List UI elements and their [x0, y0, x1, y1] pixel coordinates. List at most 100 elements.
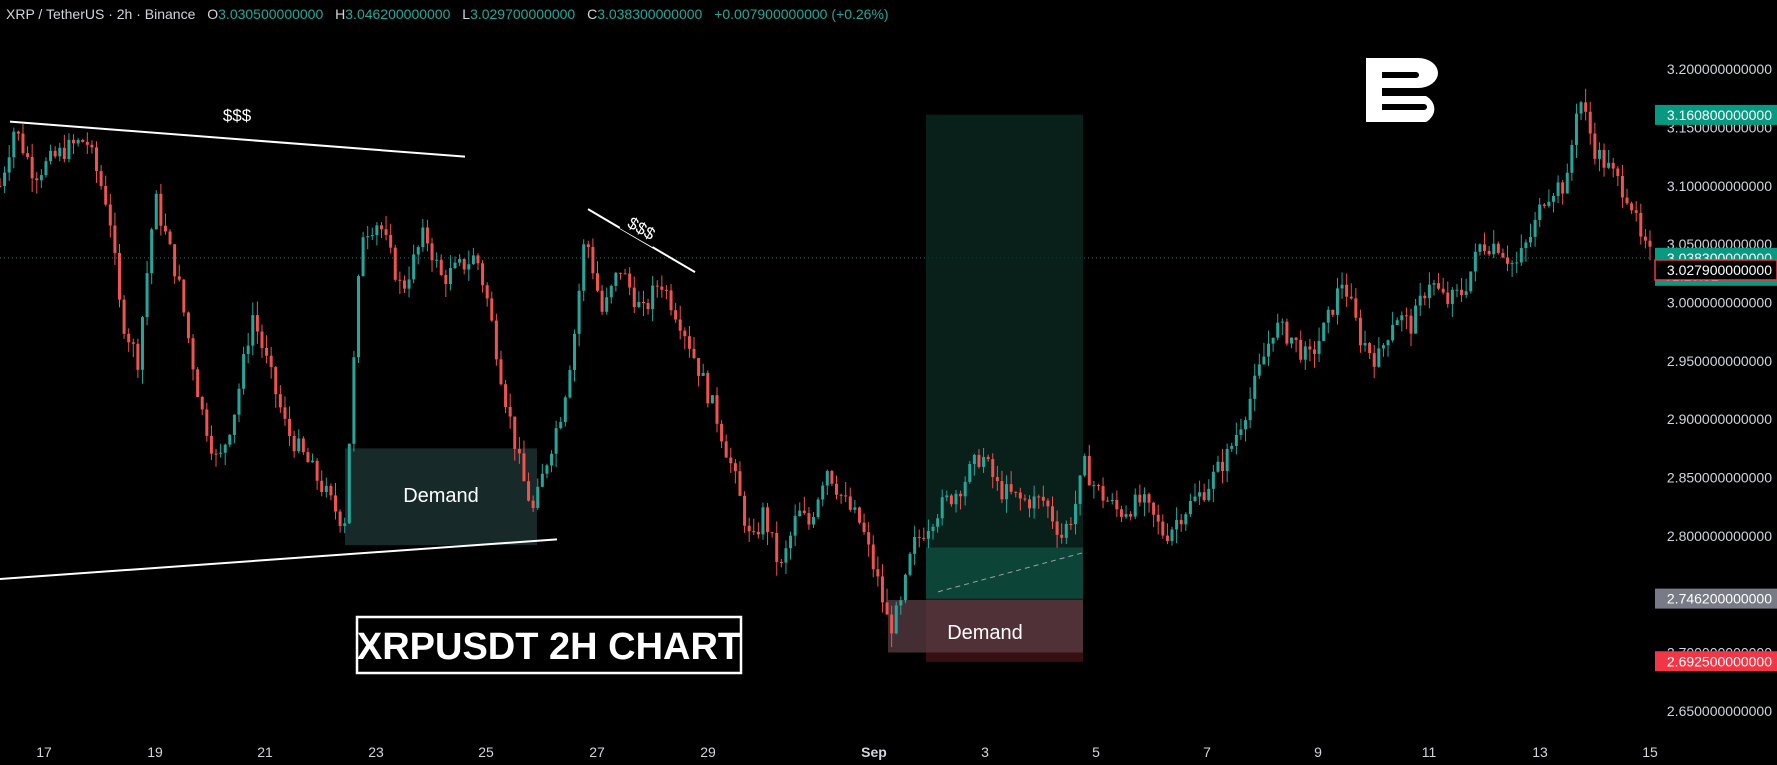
- candle-body: [540, 473, 544, 487]
- candle-body: [527, 481, 531, 501]
- chart-title-box: [355, 615, 743, 675]
- candle-body: [885, 602, 889, 615]
- candle-body: [1579, 102, 1583, 114]
- candle-body: [173, 244, 177, 277]
- candle-body: [182, 279, 186, 313]
- candle-body: [775, 533, 779, 562]
- candle-body: [821, 485, 825, 500]
- candle-body: [1096, 485, 1100, 487]
- candle-body: [609, 285, 613, 298]
- candle-body: [1046, 500, 1050, 507]
- candle-body: [95, 147, 99, 172]
- candle-body: [320, 480, 324, 493]
- candle-body: [140, 317, 144, 370]
- candle-body: [1101, 486, 1105, 501]
- candle-body: [1602, 149, 1606, 168]
- candle-body: [655, 285, 659, 287]
- candle-body: [251, 315, 255, 346]
- candle-body: [301, 438, 305, 453]
- candle-body: [334, 495, 338, 512]
- candle-body: [219, 452, 223, 454]
- candle-body: [724, 441, 728, 458]
- candle-body: [586, 244, 590, 248]
- candle-body: [494, 320, 498, 360]
- candle-body: [1078, 475, 1082, 504]
- candle-body: [857, 507, 861, 523]
- candle-body: [1409, 315, 1413, 334]
- candle-body: [379, 225, 383, 230]
- candle-body: [30, 156, 34, 179]
- price-label-value: 2.746200000000: [1667, 591, 1772, 607]
- annotation-bg: [218, 104, 256, 126]
- candle-body: [150, 229, 154, 274]
- candle-body: [1414, 305, 1418, 334]
- time-tick-label: 5: [1092, 744, 1100, 760]
- candle-body: [1308, 346, 1312, 350]
- candle-body: [228, 434, 232, 445]
- candle-body: [288, 418, 292, 436]
- candle-body: [1041, 496, 1045, 501]
- time-tick-label: 9: [1314, 744, 1322, 760]
- candle-body: [1524, 242, 1528, 249]
- candle-body: [1051, 506, 1055, 522]
- candle-body: [1643, 236, 1647, 241]
- candle-body: [1060, 534, 1064, 538]
- time-tick-label: 17: [36, 744, 52, 760]
- candle-body: [1519, 248, 1523, 263]
- candle-body: [1138, 494, 1142, 503]
- candle-body: [1267, 343, 1271, 357]
- candle-body: [1253, 375, 1257, 399]
- price-label-value: 2.692500000000: [1667, 653, 1772, 669]
- candle-body: [1634, 210, 1638, 213]
- candle-body: [12, 131, 16, 158]
- candle-body: [1133, 494, 1137, 517]
- candle-body: [223, 444, 227, 453]
- candle-body: [738, 471, 742, 496]
- candle-body: [1280, 321, 1284, 323]
- candle-body: [1510, 263, 1514, 265]
- candle-body: [798, 510, 802, 517]
- candle-body: [283, 407, 287, 419]
- liquidity-annotation-1: $$$: [223, 106, 252, 125]
- candle-body: [867, 532, 871, 545]
- candle-body: [90, 144, 94, 148]
- candle-body: [430, 243, 434, 261]
- candle-body: [692, 348, 696, 358]
- candle-body: [448, 268, 452, 285]
- candle-body: [991, 459, 995, 478]
- candle-body: [191, 338, 195, 370]
- candle-body: [894, 605, 898, 634]
- candle-body: [1354, 298, 1358, 318]
- candle-body: [1271, 337, 1275, 344]
- candle-body: [1547, 201, 1551, 206]
- candle-body: [1119, 509, 1123, 517]
- candle-body: [1115, 499, 1119, 510]
- candle-body: [641, 301, 645, 304]
- candle-body: [936, 518, 940, 527]
- price-tick-label: 2.650000000000: [1667, 703, 1772, 719]
- candle-body: [802, 510, 806, 514]
- candle-body: [1423, 295, 1427, 299]
- candle-body: [1326, 309, 1330, 323]
- candle-body: [1381, 345, 1385, 349]
- candle-body: [58, 147, 62, 157]
- demand-zone-1: [345, 448, 537, 546]
- candle-body: [104, 186, 108, 205]
- candle-body: [1211, 471, 1215, 489]
- candle-body: [1533, 219, 1537, 237]
- candle-body: [743, 495, 747, 526]
- candle-body: [1363, 343, 1367, 346]
- candle-body: [1193, 496, 1197, 501]
- candle-body: [260, 331, 264, 348]
- candle-body: [1506, 257, 1510, 264]
- candle-body: [1018, 492, 1022, 499]
- candle-body: [1561, 182, 1565, 194]
- candle-body: [1221, 461, 1225, 472]
- candle-body: [779, 561, 783, 563]
- candle-body: [1473, 251, 1477, 272]
- candle-body: [1400, 315, 1404, 321]
- candle-body: [1175, 519, 1179, 530]
- candle-body: [669, 290, 673, 311]
- candle-body: [531, 500, 535, 508]
